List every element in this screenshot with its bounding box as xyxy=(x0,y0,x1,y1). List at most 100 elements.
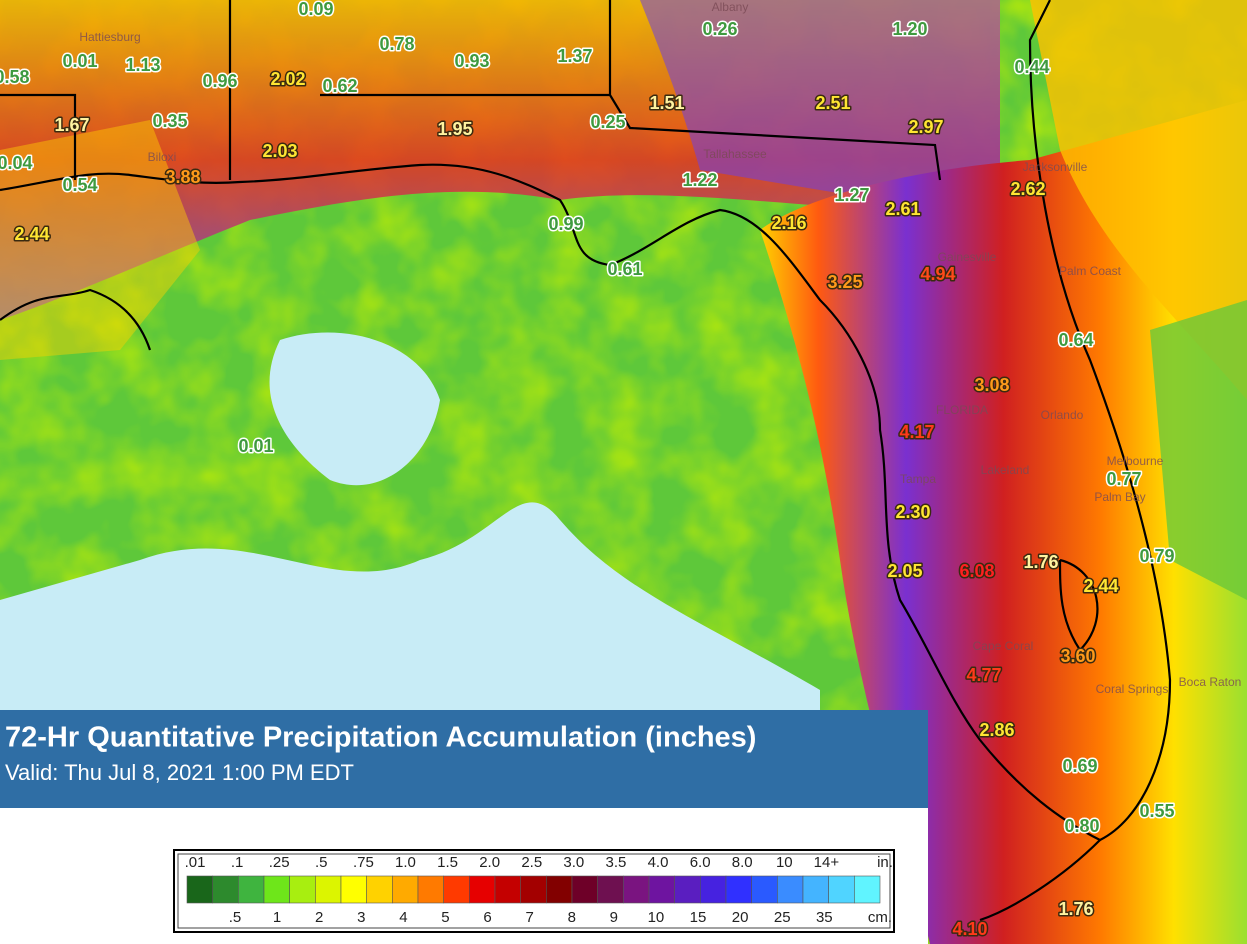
amount-label: 0.77 xyxy=(1106,469,1141,489)
legend-inch-label: 3.0 xyxy=(563,854,584,871)
amount-label: 0.99 xyxy=(548,214,583,234)
amount-label: 0.44 xyxy=(1014,57,1049,77)
legend-inch-label: .75 xyxy=(353,854,374,871)
legend-swatch xyxy=(340,875,367,904)
amount-label: 4.94 xyxy=(920,264,955,284)
amount-label: 0.96 xyxy=(202,71,237,91)
legend-inch-label: .01 xyxy=(185,854,206,871)
legend-inch-label: 2.5 xyxy=(521,854,542,871)
amount-label: 2.61 xyxy=(885,199,920,219)
place-label: Coral Springs xyxy=(1096,682,1169,696)
legend-swatch xyxy=(623,875,650,904)
place-label: Gainesville xyxy=(938,250,997,264)
amount-label: 0.62 xyxy=(322,76,357,96)
amount-label: 3.25 xyxy=(827,272,862,292)
legend-cm-label: .5 xyxy=(229,909,242,926)
legend-swatch xyxy=(315,875,342,904)
legend-inch-label: .1 xyxy=(231,854,244,871)
legend-swatch xyxy=(289,875,316,904)
legend-swatch xyxy=(571,875,598,904)
amount-label: 2.02 xyxy=(270,69,305,89)
place-label: Palm Coast xyxy=(1059,264,1122,278)
amount-label: 0.58 xyxy=(0,67,30,87)
amount-label: 0.54 xyxy=(62,175,97,195)
north-land xyxy=(640,0,1000,220)
dry-water xyxy=(0,502,820,710)
place-label: Palm Bay xyxy=(1094,490,1145,504)
legend-cm-label: 15 xyxy=(690,909,707,926)
amount-label: 1.51 xyxy=(649,93,684,113)
legend-swatch xyxy=(648,875,675,904)
legend-cm-label: 20 xyxy=(732,909,749,926)
amount-label: 4.10 xyxy=(952,919,987,939)
legend-cm-label: cm. xyxy=(868,909,892,926)
map-title: 72-Hr Quantitative Precipitation Accumul… xyxy=(5,722,756,754)
amount-label: 1.37 xyxy=(557,46,592,66)
place-labels: Hattiesburg Biloxi Albany Tallahassee Jackso… xyxy=(79,0,1241,696)
legend-inch-label: 4.0 xyxy=(648,854,669,871)
legend-swatch xyxy=(597,875,624,904)
legend-inch-label: 2.0 xyxy=(479,854,500,871)
amount-label: 0.78 xyxy=(379,34,414,54)
legend-cm-label: 1 xyxy=(273,909,281,926)
legend-inch-label: 10 xyxy=(776,854,793,871)
dry-water xyxy=(269,332,440,486)
place-label: Boca Raton xyxy=(1179,675,1242,689)
amount-labels: 0.090.261.200.580.011.130.962.020.780.93… xyxy=(0,0,1176,940)
place-label: Cape Coral xyxy=(973,639,1034,653)
place-label: Biloxi xyxy=(148,150,177,164)
amount-label: 0.09 xyxy=(298,0,333,19)
amount-label: 2.03 xyxy=(262,141,297,161)
amount-label: 2.05 xyxy=(887,561,922,581)
legend-swatch xyxy=(494,875,521,904)
legend-inch-label: in. xyxy=(877,854,893,871)
place-label: FLORIDA xyxy=(936,403,988,417)
amount-label: 0.80 xyxy=(1064,816,1099,836)
boundaries xyxy=(0,0,1172,922)
legend-swatch xyxy=(417,875,444,904)
amount-label: 1.76 xyxy=(1058,899,1093,919)
legend-inch-label: 14+ xyxy=(814,854,840,871)
legend-inch-label: 1.5 xyxy=(437,854,458,871)
place-label: Hattiesburg xyxy=(79,30,140,44)
legend-cm-label: 8 xyxy=(568,909,576,926)
legend-inch-label: .5 xyxy=(315,854,328,871)
legend-cm-label: 9 xyxy=(610,909,618,926)
amount-label: 0.93 xyxy=(454,51,489,71)
place-label: Tallahassee xyxy=(703,147,767,161)
place-label: Lakeland xyxy=(981,463,1030,477)
legend-swatch xyxy=(802,875,829,904)
legend-cm-label: 6 xyxy=(483,909,491,926)
legend-swatch xyxy=(546,875,573,904)
legend-inch-label: 6.0 xyxy=(690,854,711,871)
atlantic xyxy=(1030,0,1247,400)
legend: .01.1.25.5.75 1.0 1.5 2.0 2.5 3.0 3.5 4.0 6.0 8.0… xyxy=(185,854,893,926)
legend-swatch xyxy=(186,875,213,904)
amount-label: 1.22 xyxy=(682,170,717,190)
amount-label: 0.61 xyxy=(607,259,642,279)
amount-label: 0.55 xyxy=(1139,801,1174,821)
legend-cm-label: 4 xyxy=(399,909,407,926)
amount-label: 2.44 xyxy=(14,224,49,244)
atlantic xyxy=(1150,300,1247,600)
amount-label: 0.01 xyxy=(238,436,273,456)
amount-label: 0.79 xyxy=(1139,546,1174,566)
legend-swatch xyxy=(392,875,419,904)
place-label: Melbourne xyxy=(1107,454,1164,468)
legend-swatch xyxy=(212,875,239,904)
title-bar xyxy=(0,710,928,808)
amount-label: 1.13 xyxy=(125,55,160,75)
legend-swatch xyxy=(725,875,752,904)
legend-swatch xyxy=(263,875,290,904)
legend-swatch xyxy=(828,875,855,904)
amount-label: 6.08 xyxy=(959,561,994,581)
amount-label: 2.16 xyxy=(771,213,806,233)
legend-cm-label: 3 xyxy=(357,909,365,926)
place-label: Orlando xyxy=(1041,408,1084,422)
legend-swatch xyxy=(674,875,701,904)
amount-label: 1.67 xyxy=(54,115,89,135)
valid-time: Valid: Thu Jul 8, 2021 1:00 PM EDT xyxy=(5,760,354,785)
amount-label: 0.26 xyxy=(702,19,737,39)
legend-inch-label: .25 xyxy=(269,854,290,871)
